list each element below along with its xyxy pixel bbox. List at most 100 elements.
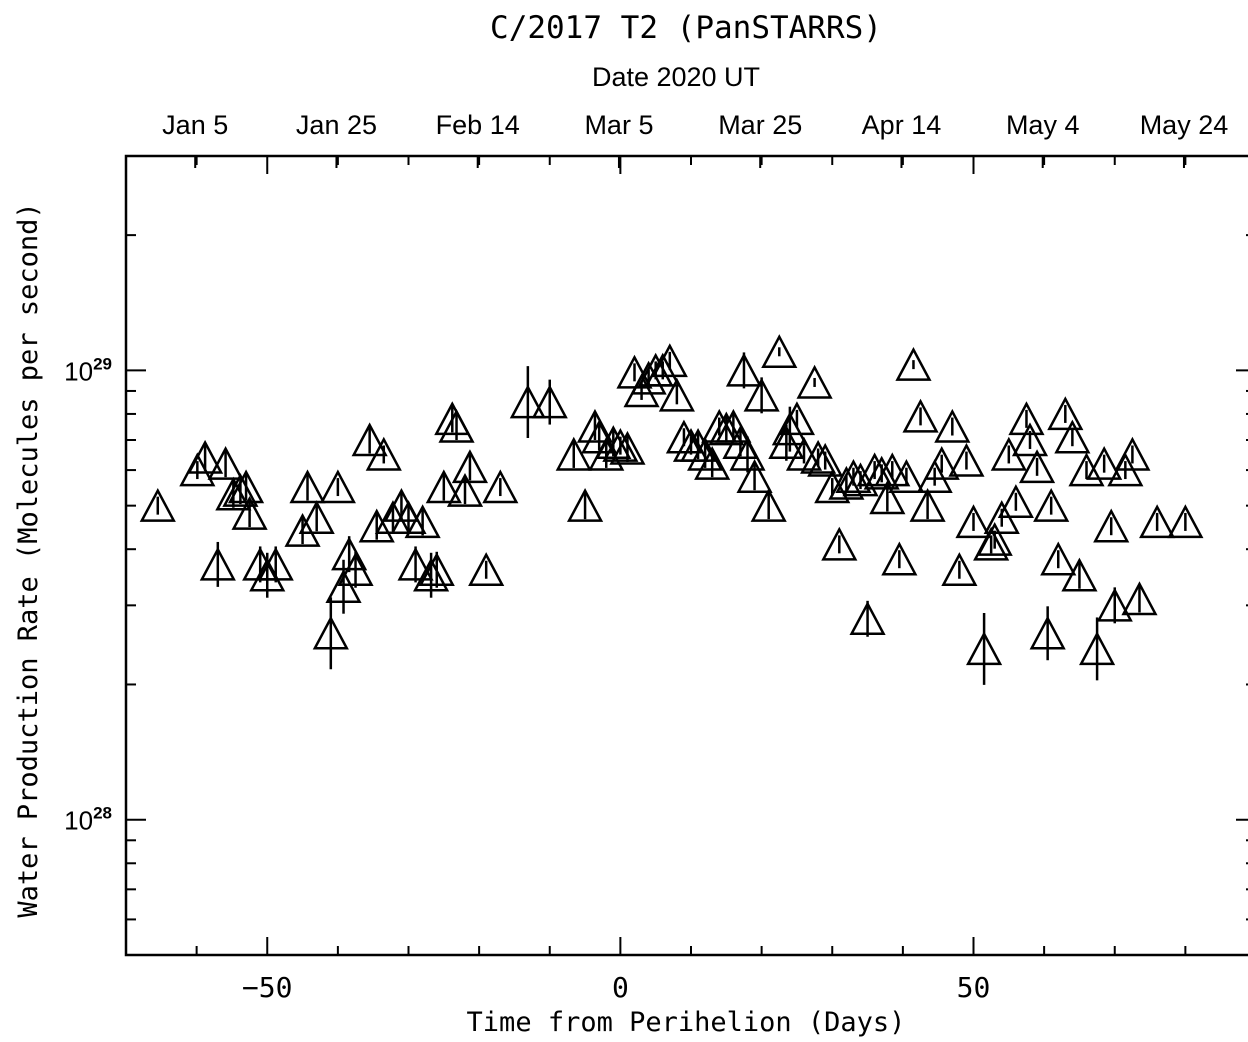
data-point-58 (694, 446, 731, 480)
data-point-67 (750, 488, 787, 522)
top-tick-label-6: May 4 (1006, 110, 1080, 140)
top-axis: Jan 5 Jan 25 Feb 14 Mar 5 Mar 25 Apr 14 May 4 M… (162, 110, 1228, 168)
data-point-120 (1139, 504, 1176, 539)
data-point-53 (658, 377, 695, 412)
data-point-88 (895, 346, 932, 381)
data-point-97 (966, 631, 1003, 666)
data-point-114 (1086, 446, 1123, 480)
x-tick-label-2: 50 (957, 971, 991, 1004)
data-point-69 (768, 425, 805, 460)
data-point-80 (842, 462, 879, 497)
data-point-27 (404, 504, 441, 539)
data-point-7 (227, 469, 265, 504)
data-point-37 (509, 384, 546, 419)
data-point-104 (1011, 422, 1049, 457)
data-point-110 (1054, 419, 1091, 454)
data-point-96 (955, 504, 992, 539)
data-point-119 (1121, 581, 1158, 616)
data-point-14 (298, 500, 335, 534)
plot-frame (124, 154, 1248, 957)
data-point-6 (222, 472, 259, 507)
data-point-2 (187, 439, 224, 474)
data-points (139, 334, 1204, 685)
data-point-112 (1068, 452, 1105, 487)
data-point-118 (1114, 436, 1151, 471)
data-point-89 (902, 398, 939, 433)
data-point-11 (257, 546, 294, 581)
x-tick-label-0: −50 (242, 971, 293, 1004)
data-point-4 (207, 446, 244, 480)
y-tick-label-0: 1028 (64, 804, 112, 836)
data-point-8 (231, 495, 268, 530)
x-axis-label: Time from Perihelion (Days) (467, 1007, 906, 1038)
data-point-71 (778, 401, 816, 436)
data-point-65 (736, 459, 773, 493)
data-point-41 (576, 408, 614, 443)
data-point-70 (771, 411, 808, 446)
top-tick-label-4: Mar 25 (718, 110, 802, 140)
data-point-108 (1040, 541, 1077, 576)
data-point-39 (555, 436, 592, 471)
data-point-106 (1029, 615, 1066, 650)
top-tick-label-2: Feb 14 (436, 110, 520, 140)
data-point-109 (1047, 396, 1084, 431)
data-point-87 (888, 459, 925, 493)
data-point-105 (1018, 449, 1056, 484)
data-point-46 (609, 430, 646, 465)
data-point-30 (425, 469, 462, 504)
data-point-0 (139, 488, 176, 522)
x-tick-label-1: 0 (612, 971, 629, 1004)
data-point-29 (418, 552, 455, 587)
data-point-36 (482, 469, 519, 504)
data-point-115 (1093, 508, 1130, 543)
data-point-33 (446, 472, 484, 507)
data-point-68 (761, 334, 798, 369)
data-point-90 (909, 488, 946, 522)
data-point-64 (729, 436, 766, 471)
x-axis: −50 0 50 (125, 156, 1187, 1004)
top-tick-label-0: Jan 5 (162, 110, 228, 140)
data-point-81 (849, 601, 886, 636)
data-point-77 (821, 526, 858, 561)
data-point-73 (796, 364, 833, 399)
data-point-113 (1079, 631, 1116, 666)
data-point-12 (284, 512, 321, 547)
data-point-20 (351, 422, 388, 457)
data-point-13 (289, 469, 326, 504)
data-point-107 (1033, 488, 1070, 522)
y-axis: 1028 1029 (64, 155, 1248, 956)
data-point-102 (997, 484, 1034, 519)
data-point-86 (881, 541, 918, 576)
data-point-22 (365, 436, 402, 471)
data-point-3 (199, 546, 236, 581)
y-axis-label: Water Production Rate (Molecules per sec… (13, 202, 44, 917)
data-point-34 (451, 449, 489, 484)
data-point-32 (438, 408, 475, 443)
data-point-94 (941, 552, 978, 587)
data-point-84 (869, 480, 906, 515)
data-point-95 (948, 442, 985, 477)
data-point-16 (319, 469, 356, 504)
data-point-75 (807, 442, 844, 477)
data-point-116 (1096, 587, 1133, 622)
data-point-28 (413, 557, 450, 592)
data-point-63 (725, 352, 763, 387)
data-point-51 (644, 352, 681, 387)
data-point-21 (358, 508, 395, 543)
data-point-26 (397, 546, 434, 581)
data-point-121 (1167, 504, 1204, 539)
top-tick-label-7: May 24 (1140, 110, 1229, 140)
data-point-93 (934, 408, 971, 443)
data-point-17 (325, 569, 362, 603)
data-point-38 (531, 384, 568, 419)
top-tick-label-3: Mar 5 (584, 110, 653, 140)
data-point-15 (312, 615, 349, 650)
data-point-66 (743, 377, 780, 412)
data-point-99 (976, 522, 1013, 556)
data-point-52 (651, 343, 688, 378)
top-tick-label-1: Jan 25 (296, 110, 377, 140)
data-point-85 (874, 452, 911, 487)
chart-title: C/2017 T2 (PanSTARRS) (490, 10, 882, 46)
data-point-40 (566, 488, 604, 522)
